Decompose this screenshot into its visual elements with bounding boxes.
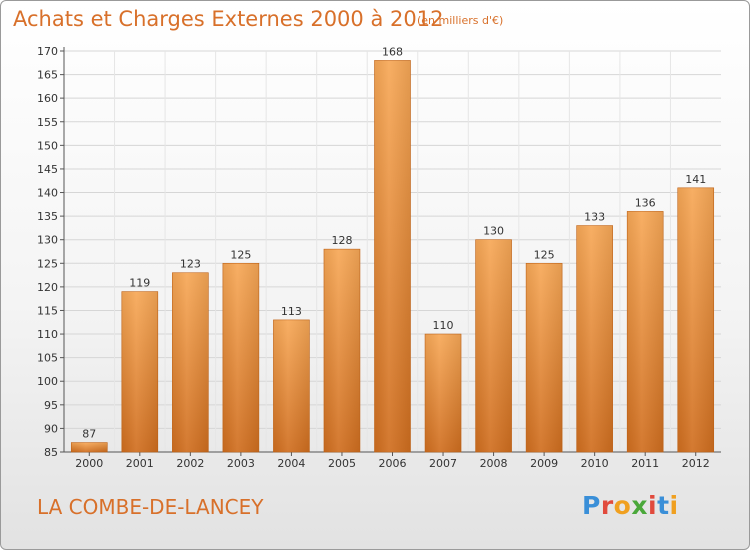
- x-tick-label: 2006: [379, 457, 407, 470]
- logo-letter: t: [657, 491, 670, 520]
- y-tick-label: 100: [37, 375, 58, 388]
- x-tick-label: 2001: [126, 457, 154, 470]
- logo-letter: i: [648, 491, 658, 520]
- x-tick-label: 2007: [429, 457, 457, 470]
- y-tick-label: 155: [37, 116, 58, 129]
- unit-note: (en milliers d'€): [417, 14, 504, 27]
- y-tick-label: 125: [37, 257, 58, 270]
- y-tick-labels: 85 90 95 100 105 110 115 120 125 130 135 140 145 150 1…: [37, 45, 58, 459]
- data-label: 133: [584, 211, 605, 224]
- data-label: 141: [685, 173, 706, 186]
- bar-shade: [273, 319, 310, 452]
- x-tick-label: 2012: [682, 457, 710, 470]
- logo-letter: P: [582, 491, 601, 520]
- y-tick-label: 140: [37, 187, 58, 200]
- bar-shade: [526, 263, 563, 452]
- x-tick-label: 2008: [480, 457, 508, 470]
- y-tick-label: 115: [37, 304, 58, 317]
- data-label: 123: [180, 258, 201, 271]
- bar-shade: [121, 291, 158, 452]
- bar-shade: [475, 239, 512, 452]
- data-label: 128: [331, 234, 352, 247]
- bar-shade: [323, 249, 360, 452]
- x-tick-label: 2011: [631, 457, 659, 470]
- data-label: 125: [534, 248, 555, 261]
- x-tick-label: 2004: [277, 457, 305, 470]
- y-tick-label: 110: [37, 328, 58, 341]
- logo-letter: x: [631, 491, 648, 520]
- x-tick-label: 2000: [75, 457, 103, 470]
- data-label: 130: [483, 225, 504, 238]
- data-label: 113: [281, 305, 302, 318]
- bar-shade: [172, 272, 209, 452]
- bar-shade: [71, 442, 108, 452]
- data-label: 87: [82, 428, 96, 441]
- y-tick-label: 145: [37, 163, 58, 176]
- logo-letter: o: [613, 491, 632, 520]
- x-tick-label: 2010: [581, 457, 609, 470]
- bar-shade: [425, 334, 462, 452]
- data-label: 125: [230, 248, 251, 261]
- data-label: 110: [433, 319, 454, 332]
- x-tick-label: 2003: [227, 457, 255, 470]
- y-tick-label: 90: [44, 422, 58, 435]
- data-label: 119: [129, 277, 150, 290]
- bars: [70, 60, 715, 453]
- proxiti-logo: Proxiti: [582, 491, 679, 520]
- logo-letter: i: [669, 491, 679, 520]
- x-tick-label: 2009: [530, 457, 558, 470]
- y-tick-label: 150: [37, 139, 58, 152]
- bar-shade: [677, 187, 714, 452]
- y-tick-label: 165: [37, 69, 58, 82]
- bar-shade: [222, 263, 259, 452]
- y-tick-label: 120: [37, 281, 58, 294]
- commune-name: LA COMBE-DE-LANCEY: [37, 495, 264, 519]
- y-tick-label: 135: [37, 210, 58, 223]
- x-tick-label: 2002: [176, 457, 204, 470]
- logo-letter: r: [600, 491, 614, 520]
- data-label: 168: [382, 45, 403, 58]
- y-tick-label: 105: [37, 352, 58, 365]
- y-tick-label: 85: [44, 446, 58, 459]
- data-labels: 87 119 123 125 113 128 168 110 130 125 133 136 141: [82, 45, 706, 440]
- y-tick-label: 130: [37, 234, 58, 247]
- y-tick-label: 95: [44, 399, 58, 412]
- y-tick-label: 170: [37, 45, 58, 58]
- bar-shade: [374, 60, 411, 452]
- y-tick-label: 160: [37, 92, 58, 105]
- chart-title: Achats et Charges Externes 2000 à 2012: [13, 7, 444, 31]
- bar-shade: [627, 211, 664, 452]
- x-tick-labels: 2000 2001 2002 2003 2004 2005 2006 2007 2008 2009…: [75, 457, 709, 470]
- bar-shade: [576, 225, 613, 452]
- x-tick-label: 2005: [328, 457, 356, 470]
- data-label: 136: [635, 196, 656, 209]
